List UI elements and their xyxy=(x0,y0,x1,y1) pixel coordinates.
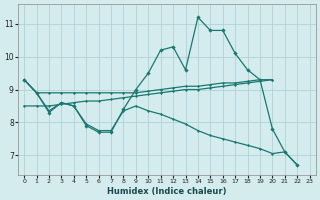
X-axis label: Humidex (Indice chaleur): Humidex (Indice chaleur) xyxy=(107,187,227,196)
